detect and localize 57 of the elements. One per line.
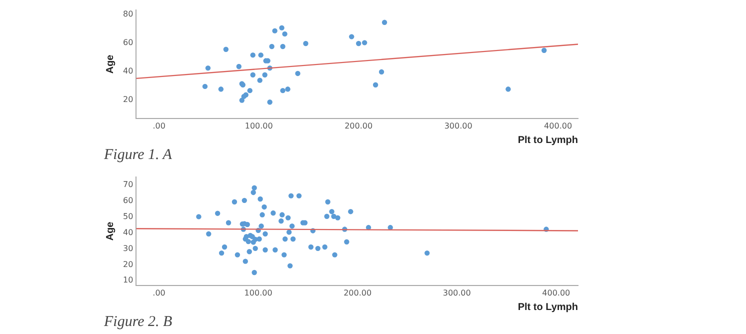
x-tick-label: 200.00 (344, 121, 373, 130)
point (303, 40, 308, 46)
point (267, 100, 272, 105)
x-tick-label: 400.00 (542, 288, 570, 298)
point (250, 72, 256, 78)
point (541, 48, 547, 53)
point (258, 52, 264, 58)
y-tick-label: 80 (122, 9, 134, 18)
point (285, 86, 290, 92)
x-tick-label: .00 (152, 288, 166, 298)
point (272, 28, 278, 34)
point (223, 46, 229, 52)
x-tick-label: 100.00 (244, 121, 273, 130)
point (257, 78, 262, 83)
y-tick-label: 20 (122, 260, 134, 269)
x-tick-label: 300.00 (444, 121, 472, 130)
y-tick-label: 70 (122, 180, 134, 190)
point (218, 86, 224, 92)
x-tick-label: .00 (152, 121, 166, 130)
y-tick-label: 20 (122, 94, 134, 104)
x-tick-label: 100.00 (244, 288, 272, 298)
point (356, 40, 362, 46)
point (269, 44, 274, 50)
point (295, 70, 300, 76)
point (262, 72, 268, 78)
y-tick-label: 60 (122, 38, 134, 47)
point (205, 65, 211, 71)
x-tick-label: 400.00 (544, 121, 572, 130)
caption: Figure 2. B (104, 314, 172, 331)
y-tick-label: 30 (122, 244, 134, 253)
point (247, 88, 252, 94)
point (280, 44, 286, 50)
y-tick-label: 50 (122, 212, 134, 221)
point (280, 88, 286, 94)
x-tick-label: 300.00 (442, 288, 471, 298)
x-axis-title: Plt to Lymph (518, 302, 578, 313)
point (236, 64, 242, 70)
point (202, 84, 208, 90)
point (506, 86, 511, 92)
y-tick-label: 60 (122, 196, 134, 205)
point (349, 34, 354, 40)
point (279, 25, 284, 30)
point (239, 98, 244, 103)
y-tick-label: 10 (122, 276, 134, 285)
point (250, 52, 256, 58)
point (282, 31, 288, 37)
x-axis-title: Plt to Lymph (518, 134, 578, 146)
caption: Figure 1. A (104, 147, 172, 164)
point (362, 40, 368, 46)
y-axis-title: Age (104, 221, 116, 241)
y-axis-title: Age (104, 54, 116, 74)
point (372, 82, 378, 88)
point (382, 20, 388, 26)
y-tick-label: 40 (122, 228, 134, 237)
y-tick-label: 40 (122, 66, 134, 76)
x-tick-label: 200.00 (344, 288, 372, 298)
point (378, 69, 384, 74)
